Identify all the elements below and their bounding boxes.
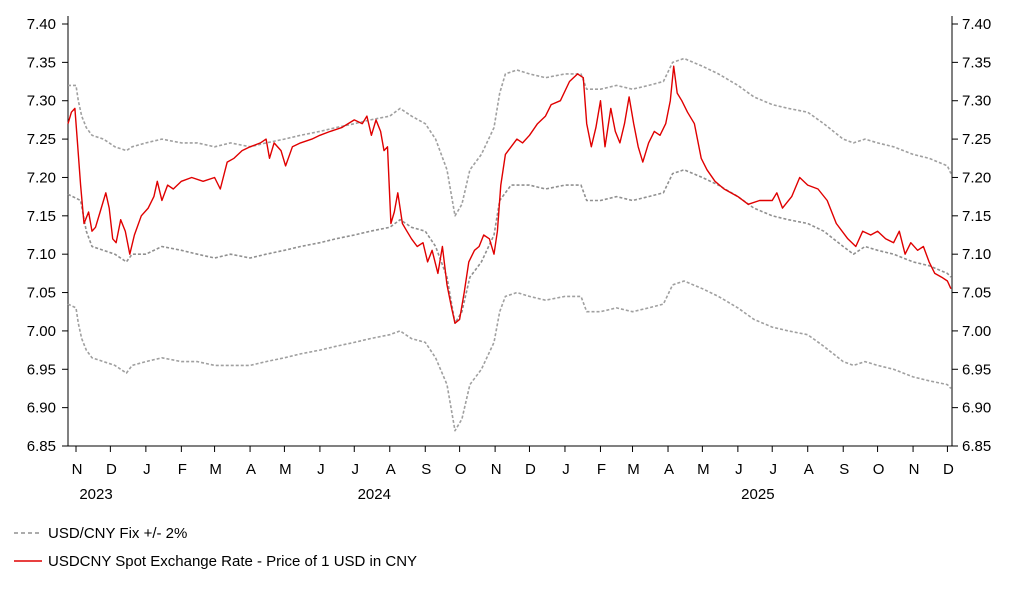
y-tick-label-left: 7.15 bbox=[27, 208, 56, 225]
x-year-label: 2023 bbox=[79, 486, 112, 503]
x-month-label: J bbox=[735, 461, 743, 478]
y-tick-label-right: 6.90 bbox=[962, 400, 991, 417]
x-month-label: M bbox=[627, 461, 640, 478]
y-tick-label-right: 7.35 bbox=[962, 54, 991, 71]
x-month-label: N bbox=[491, 461, 502, 478]
series-line-fix-mid bbox=[67, 169, 952, 324]
x-month-label: J bbox=[317, 461, 325, 478]
y-tick-label-left: 7.10 bbox=[27, 246, 56, 263]
series-line-fix-upper bbox=[68, 57, 952, 217]
y-tick-label-left: 7.00 bbox=[27, 323, 56, 340]
y-tick-label-right: 6.85 bbox=[962, 438, 991, 455]
y-tick-label-left: 7.05 bbox=[27, 285, 56, 302]
y-tick-label-right: 7.15 bbox=[962, 208, 991, 225]
y-tick-label-left: 7.30 bbox=[27, 93, 56, 110]
y-tick-label-left: 6.95 bbox=[27, 361, 56, 378]
x-year-label: 2025 bbox=[741, 486, 774, 503]
x-month-label: A bbox=[246, 461, 256, 478]
x-month-label: J bbox=[143, 461, 151, 478]
x-month-label: J bbox=[769, 461, 777, 478]
x-month-label: S bbox=[421, 461, 431, 478]
y-tick-label-left: 7.20 bbox=[27, 169, 56, 186]
x-month-label: O bbox=[455, 461, 467, 478]
legend-label-spot: USDCNY Spot Exchange Rate - Price of 1 U… bbox=[48, 553, 417, 570]
y-tick-label-right: 7.00 bbox=[962, 323, 991, 340]
x-month-label: D bbox=[106, 461, 117, 478]
x-month-label: J bbox=[562, 461, 570, 478]
x-month-label: J bbox=[352, 461, 360, 478]
legend-label-fix-band: USD/CNY Fix +/- 2% bbox=[48, 525, 187, 542]
x-month-label: M bbox=[279, 461, 292, 478]
x-month-label: D bbox=[943, 461, 954, 478]
y-tick-label-left: 7.40 bbox=[27, 16, 56, 33]
y-tick-label-left: 6.85 bbox=[27, 438, 56, 455]
x-month-label: A bbox=[386, 461, 396, 478]
y-tick-label-right: 7.40 bbox=[962, 16, 991, 33]
series-line-fix-lower bbox=[67, 280, 952, 432]
x-month-label: N bbox=[72, 461, 83, 478]
y-tick-label-right: 7.05 bbox=[962, 285, 991, 302]
x-month-label: A bbox=[664, 461, 674, 478]
y-tick-label-left: 6.90 bbox=[27, 400, 56, 417]
x-month-label: N bbox=[909, 461, 920, 478]
y-tick-label-left: 7.35 bbox=[27, 54, 56, 71]
x-month-label: A bbox=[804, 461, 814, 478]
x-month-label: O bbox=[873, 461, 885, 478]
x-month-label: M bbox=[697, 461, 710, 478]
y-tick-label-left: 7.25 bbox=[27, 131, 56, 148]
x-month-label: F bbox=[597, 461, 606, 478]
x-month-label: S bbox=[839, 461, 849, 478]
y-tick-label-right: 7.30 bbox=[962, 93, 991, 110]
y-tick-label-right: 7.10 bbox=[962, 246, 991, 263]
y-tick-label-right: 7.20 bbox=[962, 169, 991, 186]
series-line-spot bbox=[67, 65, 952, 324]
x-year-label: 2024 bbox=[358, 486, 391, 503]
x-month-label: M bbox=[209, 461, 222, 478]
x-month-label: F bbox=[178, 461, 187, 478]
y-tick-label-right: 7.25 bbox=[962, 131, 991, 148]
y-tick-label-right: 6.95 bbox=[962, 361, 991, 378]
x-month-label: D bbox=[525, 461, 536, 478]
